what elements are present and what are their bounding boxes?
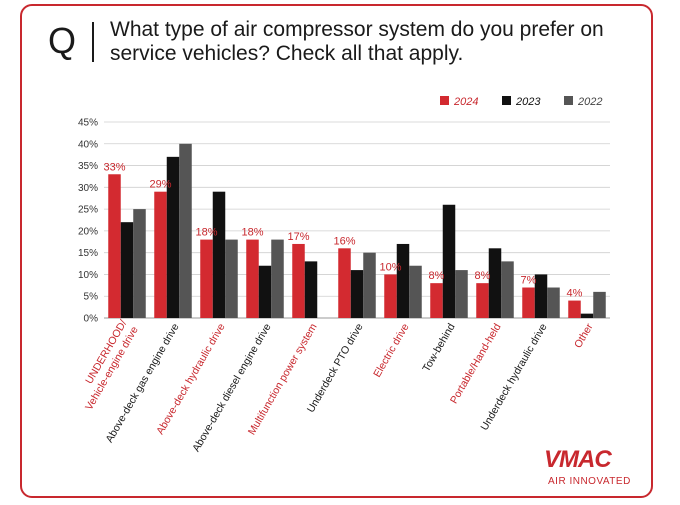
category-label-text: Tow-behind: [420, 321, 457, 374]
bar-2023: [534, 274, 548, 318]
question-marker: Q: [48, 20, 77, 61]
bar-2023: [120, 222, 134, 318]
chart-bars: [108, 143, 606, 318]
y-tick-label: 45%: [78, 118, 98, 129]
bar-2022: [133, 209, 146, 318]
bar-2024: [430, 283, 443, 318]
y-tick-label: 15%: [78, 248, 98, 259]
bar-2023: [350, 270, 364, 318]
bar-2022: [409, 265, 422, 318]
bar-2024: [338, 248, 351, 318]
bar-2024: [200, 239, 213, 318]
logo-tagline: AIR INNOVATED: [548, 476, 631, 487]
data-label-2024: 10%: [379, 261, 401, 273]
data-label-2024: 8%: [475, 270, 491, 282]
bar-2024: [154, 191, 167, 318]
y-tick-label: 0%: [84, 314, 99, 325]
bar-2022: [363, 252, 376, 318]
y-tick-label: 5%: [84, 292, 99, 303]
data-label-2024: 18%: [195, 227, 217, 239]
legend-swatch: [440, 96, 449, 105]
bar-2022: [501, 261, 514, 318]
bar-2024: [292, 243, 305, 318]
category-label-text: Other: [572, 321, 596, 350]
data-label-2024: 33%: [103, 161, 125, 173]
bar-2022: [547, 287, 560, 318]
y-tick-label: 20%: [78, 226, 98, 237]
legend-label: 2023: [515, 96, 541, 108]
data-label-2024: 8%: [429, 270, 445, 282]
bar-2024: [246, 239, 259, 318]
bar-2023: [304, 261, 318, 318]
bar-2023: [580, 313, 594, 318]
bar-2023: [396, 243, 410, 318]
bar-2024: [522, 287, 535, 318]
chart-legend: 2024 2023 2022: [440, 96, 602, 108]
survey-card: Q What type of air compressor system do …: [20, 4, 653, 498]
y-tick-label: 30%: [78, 183, 98, 194]
bar-chart: 2024 2023 2022 0% 5% 10% 15% 20% 25% 30% 35% 40% 45…: [78, 96, 610, 454]
category-label-text: Electric drive: [371, 321, 412, 379]
bar-2023: [258, 265, 272, 318]
bar-2022: [593, 291, 606, 318]
bar-2023: [442, 204, 456, 318]
bar-2022: [271, 239, 284, 318]
bar-2024: [384, 274, 397, 318]
category-label-text: Above-deck diesel engine drive: [190, 321, 273, 454]
bar-2022: [179, 143, 192, 318]
question-title: What type of air compressor system do yo…: [110, 18, 604, 65]
bar-2024: [476, 283, 489, 318]
bar-2023: [212, 191, 226, 318]
data-label-2024: 18%: [241, 227, 263, 239]
legend-label: 2024: [453, 96, 478, 108]
category-label: Tow-behind: [420, 321, 457, 374]
bar-2022: [225, 239, 238, 318]
legend-swatch: [564, 96, 573, 105]
y-tick-label: 40%: [78, 139, 98, 150]
data-label-2024: 4%: [567, 288, 583, 300]
bar-2024: [568, 300, 581, 318]
data-label-2024: 29%: [149, 179, 171, 191]
category-label: Portable/Hand-held: [448, 321, 504, 405]
y-tick-label: 25%: [78, 205, 98, 216]
data-label-2024: 7%: [521, 275, 537, 287]
bar-2022: [455, 270, 468, 318]
bar-2023: [488, 248, 502, 318]
data-label-2024: 16%: [333, 235, 355, 247]
question-divider: [92, 22, 94, 62]
category-label: Other: [572, 321, 596, 350]
legend-label: 2022: [577, 96, 602, 108]
bar-2024: [108, 174, 121, 318]
data-label-2024: 17%: [287, 231, 309, 243]
category-label-text: Portable/Hand-held: [448, 321, 504, 405]
category-label: Above-deck diesel engine drive: [190, 321, 273, 454]
data-labels: 33% 29% 18% 18% 17% 16% 10% 8% 8% 7% 4%: [103, 161, 582, 299]
x-axis: UNDERHOOD/Vehicle-engine driveAbove-deck…: [83, 318, 596, 454]
logo-wordmark: VMAC: [544, 446, 612, 473]
y-tick-label: 10%: [78, 270, 98, 281]
bar-2023: [166, 156, 180, 318]
legend-swatch: [502, 96, 511, 105]
y-tick-label: 35%: [78, 161, 98, 172]
vmac-logo: VMAC AIR INNOVATED: [544, 446, 640, 490]
category-label: Electric drive: [371, 321, 412, 379]
